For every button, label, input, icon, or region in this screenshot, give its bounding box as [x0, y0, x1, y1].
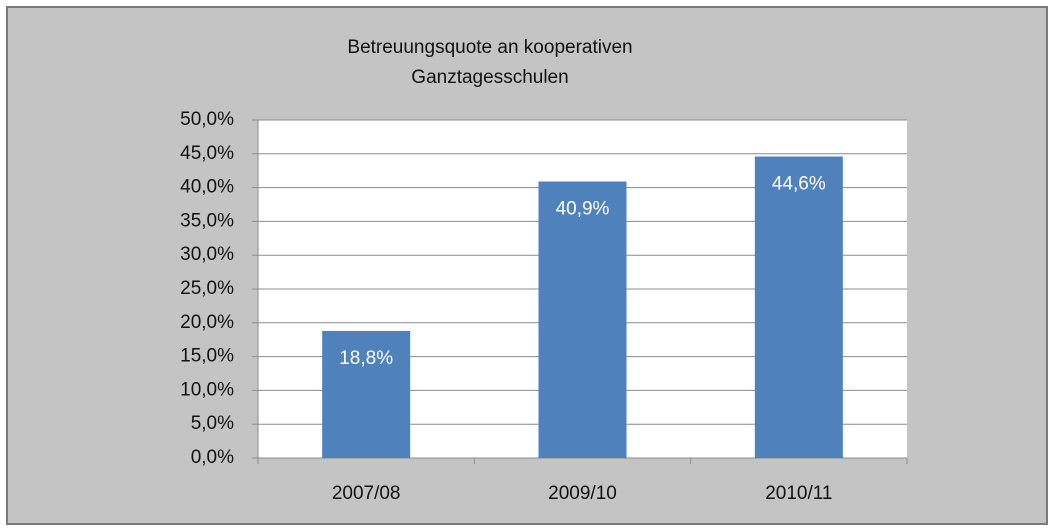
- y-tick-label: 40,0%: [180, 177, 234, 198]
- x-tick-label: 2010/11: [765, 483, 832, 504]
- x-tick-label: 2007/08: [332, 483, 401, 504]
- y-tick-label: 20,0%: [180, 312, 234, 333]
- data-label: 40,9%: [556, 199, 610, 220]
- x-tick-label: 2009/10: [548, 483, 617, 504]
- y-tick-label: 5,0%: [191, 413, 234, 434]
- data-label: 44,6%: [772, 174, 826, 195]
- y-tick-label: 30,0%: [180, 244, 234, 265]
- chart-title: Ganztagesschulen: [411, 67, 568, 88]
- y-tick-label: 50,0%: [180, 109, 234, 130]
- y-tick-label: 15,0%: [180, 346, 234, 367]
- bar: [538, 181, 627, 459]
- chart-title: Betreuungsquote an kooperativen: [347, 37, 632, 58]
- y-tick-label: 45,0%: [180, 143, 234, 164]
- data-label: 18,8%: [339, 348, 393, 369]
- bar: [322, 330, 411, 458]
- y-tick-label: 10,0%: [180, 379, 234, 400]
- bar: [754, 156, 843, 458]
- y-tick-label: 35,0%: [180, 210, 234, 231]
- y-tick-label: 25,0%: [180, 278, 234, 299]
- y-tick-label: 0,0%: [191, 447, 234, 468]
